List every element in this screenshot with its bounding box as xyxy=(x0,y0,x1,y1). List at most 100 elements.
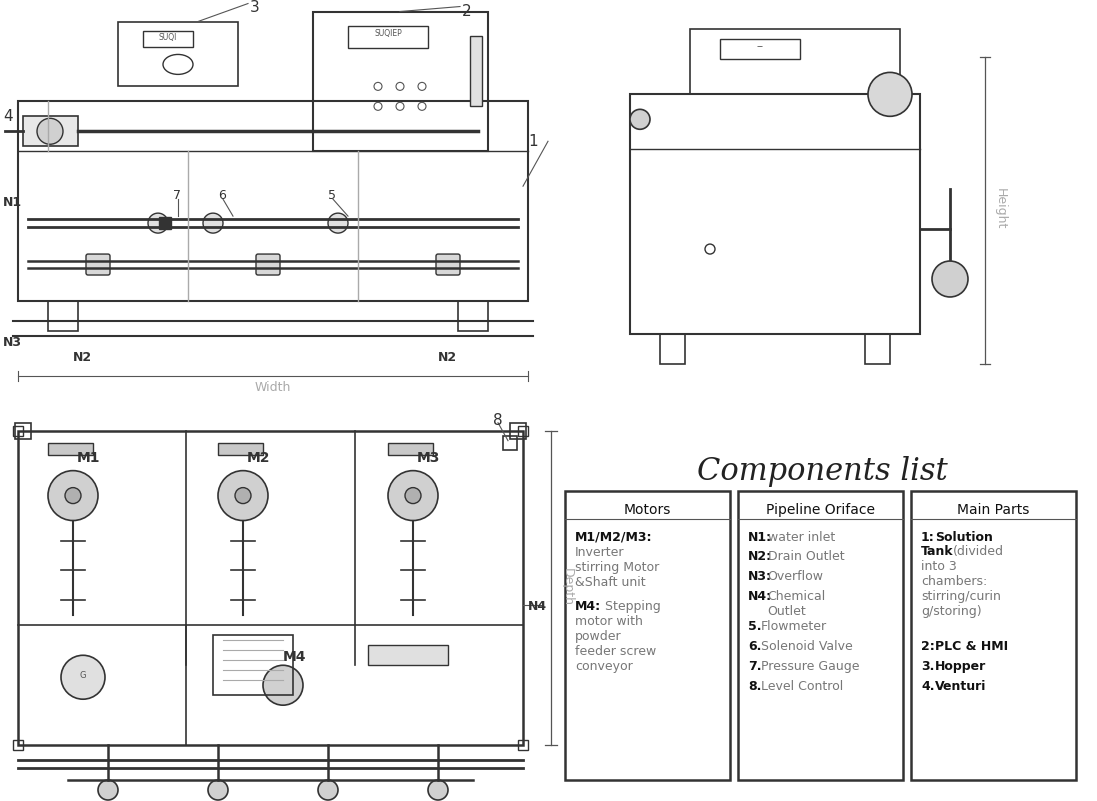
Bar xyxy=(518,740,528,750)
Text: --: -- xyxy=(757,42,764,51)
Circle shape xyxy=(388,471,438,521)
Bar xyxy=(313,11,488,151)
Text: Venturi: Venturi xyxy=(935,680,986,693)
Circle shape xyxy=(61,655,105,699)
Text: Width: Width xyxy=(255,380,291,394)
Bar xyxy=(690,30,900,95)
Text: water inlet: water inlet xyxy=(768,530,835,544)
Text: 4: 4 xyxy=(3,109,13,124)
Bar xyxy=(388,443,433,455)
Text: PLC & HMI: PLC & HMI xyxy=(935,640,1008,654)
Text: N3: N3 xyxy=(3,336,22,349)
Bar xyxy=(504,436,517,449)
Circle shape xyxy=(428,780,448,800)
Text: 1:: 1: xyxy=(921,530,935,544)
Bar xyxy=(911,490,1076,780)
Bar xyxy=(118,22,238,87)
Text: N2:: N2: xyxy=(748,550,772,563)
Bar xyxy=(143,31,193,47)
FancyBboxPatch shape xyxy=(436,254,460,275)
Bar xyxy=(660,334,685,364)
Text: 3.: 3. xyxy=(921,660,935,674)
Text: 2:: 2: xyxy=(921,640,935,654)
Bar xyxy=(13,425,23,436)
Circle shape xyxy=(318,780,338,800)
Text: N4: N4 xyxy=(528,601,547,614)
Text: N4:: N4: xyxy=(748,590,772,603)
Bar xyxy=(630,95,920,334)
Text: Pipeline Oriface: Pipeline Oriface xyxy=(766,502,874,517)
Bar xyxy=(218,443,263,455)
Text: into 3
chambers:
stirring/curin
g/storing): into 3 chambers: stirring/curin g/storin… xyxy=(921,561,1000,618)
Text: 5: 5 xyxy=(328,189,336,202)
Text: M4:: M4: xyxy=(575,601,601,614)
Circle shape xyxy=(868,72,912,116)
Circle shape xyxy=(98,780,118,800)
Text: 6.: 6. xyxy=(748,640,761,654)
Text: 5.: 5. xyxy=(748,620,761,634)
Text: 7: 7 xyxy=(173,189,181,202)
Bar xyxy=(18,431,523,745)
Text: Chemical
Outlet: Chemical Outlet xyxy=(768,590,826,618)
Text: G: G xyxy=(80,670,87,680)
Circle shape xyxy=(65,488,81,504)
Bar xyxy=(866,334,890,364)
Bar xyxy=(15,423,31,439)
Circle shape xyxy=(37,119,63,144)
Text: Main Parts: Main Parts xyxy=(957,502,1029,517)
Text: (divided: (divided xyxy=(953,545,1004,558)
Circle shape xyxy=(148,213,168,233)
Circle shape xyxy=(932,261,968,297)
Text: Components list: Components list xyxy=(697,456,948,487)
Text: Tank: Tank xyxy=(921,545,953,558)
Text: 1: 1 xyxy=(528,134,538,149)
Text: 8.: 8. xyxy=(748,680,761,693)
Text: Height: Height xyxy=(994,188,1007,230)
Text: Drain Outlet: Drain Outlet xyxy=(768,550,844,563)
FancyBboxPatch shape xyxy=(256,254,280,275)
Text: Stepping: Stepping xyxy=(601,601,660,614)
Bar xyxy=(367,646,448,666)
Text: N2: N2 xyxy=(438,351,457,364)
Text: M1: M1 xyxy=(77,451,100,465)
Text: 7.: 7. xyxy=(748,660,761,674)
Circle shape xyxy=(203,213,223,233)
Bar xyxy=(565,490,730,780)
Bar xyxy=(738,490,903,780)
Text: 8: 8 xyxy=(493,413,502,428)
Bar xyxy=(48,443,93,455)
Bar xyxy=(13,740,23,750)
Text: Pressure Gauge: Pressure Gauge xyxy=(761,660,860,674)
Bar xyxy=(48,301,78,331)
Text: M1/M2/M3:: M1/M2/M3: xyxy=(575,530,653,544)
Text: motor with
powder
feeder screw
conveyor: motor with powder feeder screw conveyor xyxy=(575,615,656,674)
Circle shape xyxy=(263,666,303,705)
Text: Solenoid Valve: Solenoid Valve xyxy=(761,640,852,654)
Bar xyxy=(23,116,78,147)
Bar xyxy=(470,37,482,107)
Text: N3:: N3: xyxy=(748,570,772,583)
Text: Hopper: Hopper xyxy=(935,660,986,674)
Text: N1: N1 xyxy=(3,196,22,209)
Text: M2: M2 xyxy=(246,451,270,465)
Bar xyxy=(18,102,528,301)
Text: Inverter
stirring Motor
&Shaft unit: Inverter stirring Motor &Shaft unit xyxy=(575,546,659,590)
Bar xyxy=(459,301,488,331)
Text: N2: N2 xyxy=(73,351,92,364)
Bar xyxy=(213,635,293,695)
Text: Overflow: Overflow xyxy=(768,570,824,583)
Text: Flowmeter: Flowmeter xyxy=(761,620,827,634)
Bar xyxy=(348,26,428,48)
Circle shape xyxy=(405,488,421,504)
Circle shape xyxy=(218,471,268,521)
Ellipse shape xyxy=(630,109,651,129)
Circle shape xyxy=(48,471,98,521)
Text: Level Control: Level Control xyxy=(761,680,844,693)
Bar xyxy=(518,425,528,436)
Text: 2: 2 xyxy=(462,3,472,18)
Circle shape xyxy=(235,488,251,504)
Text: Motors: Motors xyxy=(623,502,670,517)
Text: N1:: N1: xyxy=(748,530,772,544)
Bar xyxy=(720,39,800,59)
Text: 6: 6 xyxy=(218,189,226,202)
